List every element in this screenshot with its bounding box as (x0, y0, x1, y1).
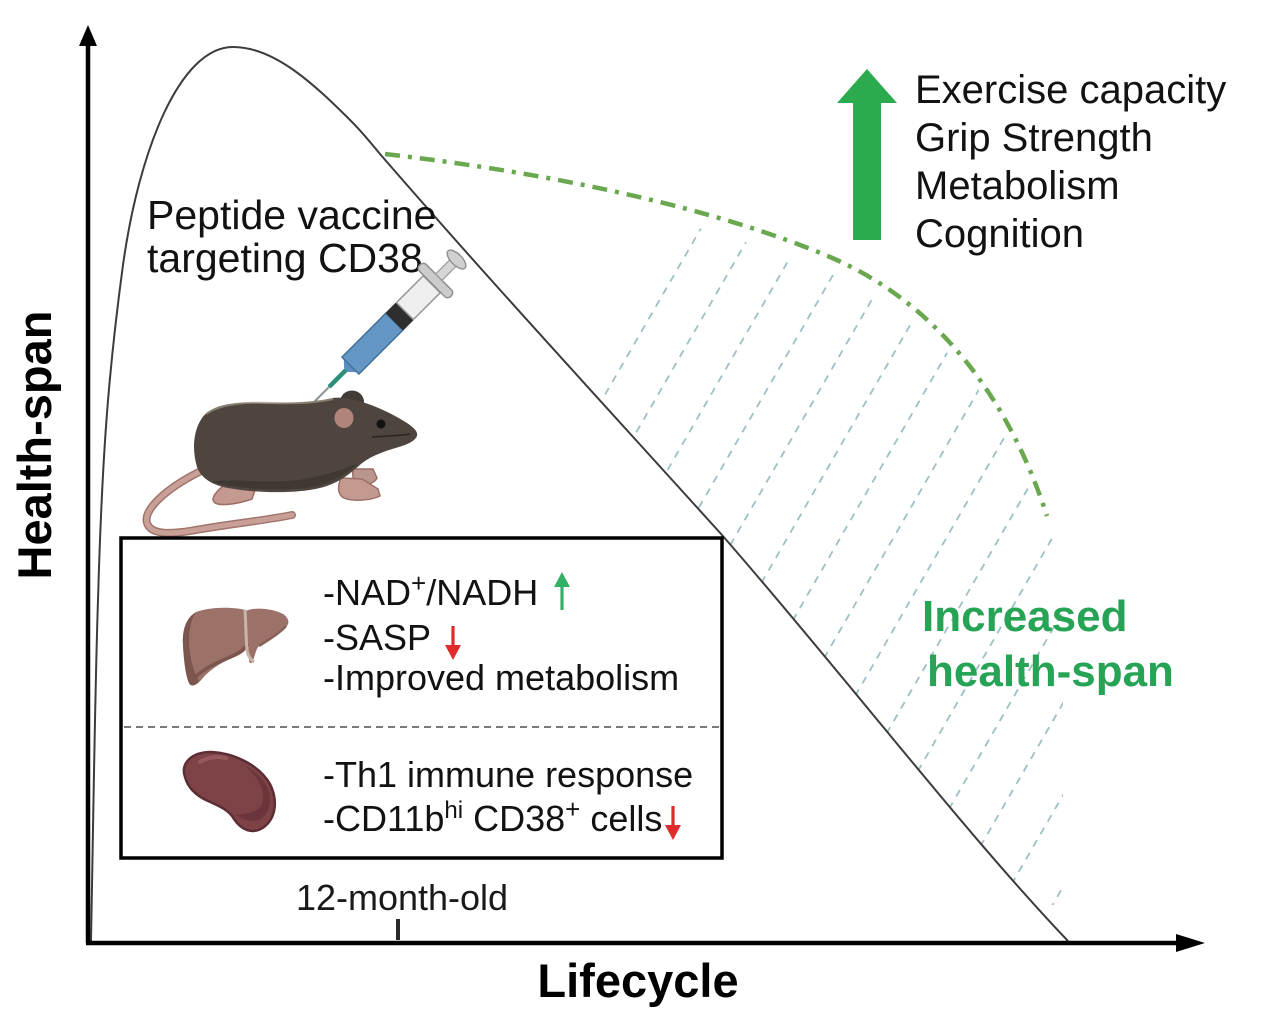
svg-text:Health-span: Health-span (8, 311, 61, 580)
svg-text:health-span: health-span (927, 647, 1174, 696)
svg-text:Peptide vaccine: Peptide vaccine (147, 192, 436, 238)
svg-text:-CD11bhi CD38+ cells: -CD11bhi CD38+ cells (323, 794, 662, 839)
svg-text:Lifecycle: Lifecycle (537, 954, 738, 1007)
svg-text:12-month-old: 12-month-old (296, 877, 508, 918)
svg-text:-Improved metabolism: -Improved metabolism (323, 657, 679, 698)
svg-text:Metabolism: Metabolism (915, 164, 1120, 208)
svg-text:Exercise capacity: Exercise capacity (915, 68, 1226, 112)
svg-text:-NAD+/NADH: -NAD+/NADH (323, 568, 538, 613)
svg-text:-Th1 immune response: -Th1 immune response (323, 754, 693, 795)
svg-text:-SASP: -SASP (323, 617, 431, 658)
svg-text:Increased: Increased (922, 592, 1127, 641)
svg-text:Grip Strength: Grip Strength (915, 116, 1153, 160)
svg-text:Cognition: Cognition (915, 212, 1084, 256)
svg-text:targeting CD38: targeting CD38 (147, 235, 423, 281)
